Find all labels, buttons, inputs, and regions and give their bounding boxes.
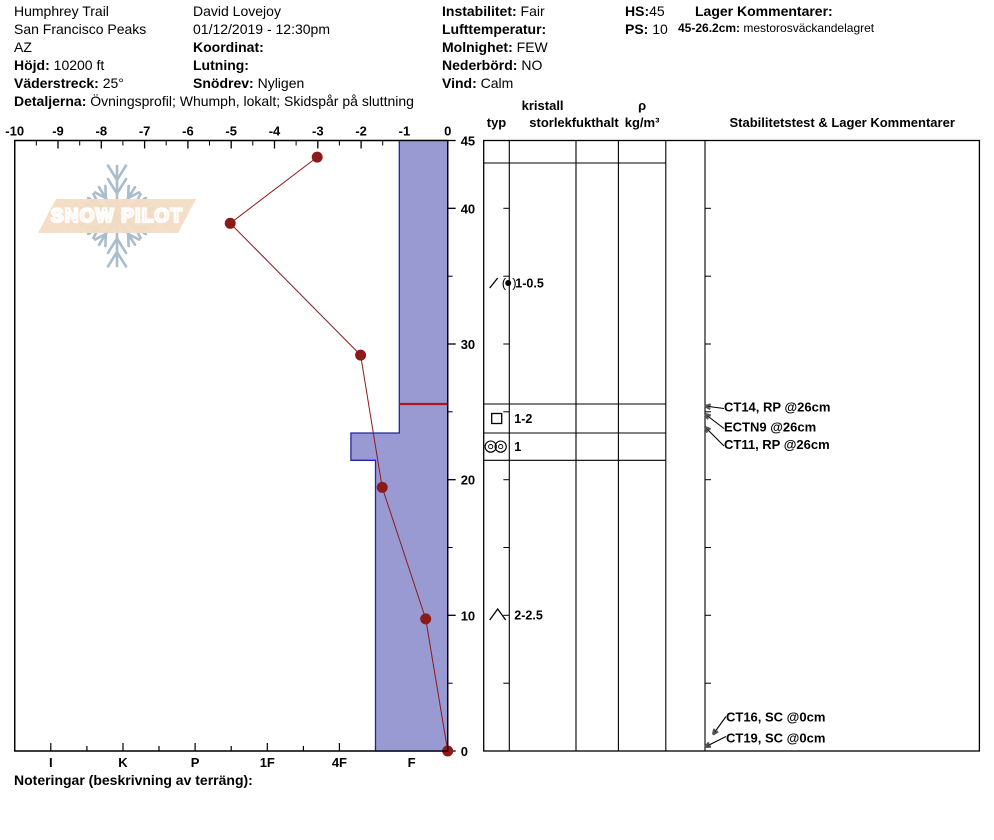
svg-text:2-2.5: 2-2.5 (514, 609, 543, 623)
svg-text:CT14, RP @26cm: CT14, RP @26cm (724, 400, 830, 415)
svg-text:45: 45 (461, 134, 475, 149)
svg-text:1: 1 (514, 440, 521, 454)
svg-text:ECTN9 @26cm: ECTN9 @26cm (724, 420, 816, 435)
svg-text:K: K (118, 755, 128, 770)
svg-text:-6: -6 (182, 124, 194, 139)
svg-text:0: 0 (461, 744, 468, 759)
svg-text:P: P (191, 755, 200, 770)
svg-text:40: 40 (461, 201, 475, 216)
svg-text:-2: -2 (355, 124, 367, 139)
svg-text:SNOW PILOT: SNOW PILOT (51, 206, 183, 227)
svg-text:1-2: 1-2 (514, 412, 532, 426)
svg-text:CT11, RP @26cm: CT11, RP @26cm (724, 437, 830, 452)
svg-text:0: 0 (444, 124, 451, 139)
svg-text:storlek: storlek (529, 115, 572, 130)
svg-text:4F: 4F (332, 755, 347, 770)
svg-text:-8: -8 (96, 124, 108, 139)
svg-text:-5: -5 (225, 124, 237, 139)
svg-text:Stabilitetstest & Lager Kommen: Stabilitetstest & Lager Kommentarer (729, 115, 954, 130)
svg-text:F: F (408, 755, 416, 770)
svg-text:30: 30 (461, 337, 475, 352)
svg-text:-10: -10 (5, 124, 24, 139)
svg-text:typ: typ (487, 115, 507, 130)
svg-text:fukthalt: fukthalt (572, 115, 620, 130)
svg-text:1-0.5: 1-0.5 (515, 277, 544, 291)
svg-text:CT19, SC @0cm: CT19, SC @0cm (726, 730, 825, 745)
svg-text:-9: -9 (52, 124, 64, 139)
svg-text:kg/m³: kg/m³ (625, 115, 660, 130)
svg-text:ρ: ρ (638, 98, 646, 113)
svg-text:-4: -4 (269, 124, 281, 139)
svg-text:1F: 1F (260, 755, 275, 770)
svg-text:20: 20 (461, 473, 475, 488)
svg-text:-1: -1 (399, 124, 411, 139)
svg-text:10: 10 (461, 608, 475, 623)
svg-text:CT16, SC @0cm: CT16, SC @0cm (726, 710, 825, 725)
svg-text:-7: -7 (139, 124, 151, 139)
svg-text:I: I (49, 755, 53, 770)
svg-text:kristall: kristall (522, 98, 564, 113)
svg-text:-3: -3 (312, 124, 324, 139)
